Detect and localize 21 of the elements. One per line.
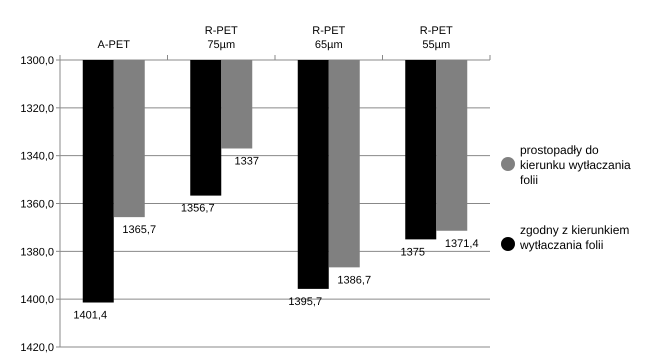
x-tick-label: R-PET 55µm bbox=[420, 25, 454, 51]
data-label: 1386,7 bbox=[337, 274, 372, 286]
legend-label: prostopadły do kierunku wytłaczania folii bbox=[520, 143, 632, 187]
y-tick-label: 1320,0 bbox=[20, 102, 54, 115]
x-tick-label: A-PET bbox=[98, 39, 130, 51]
y-tick-label: 1400,0 bbox=[20, 294, 54, 306]
x-tick-label: R-PET 65µm bbox=[312, 25, 346, 51]
data-label: 1356,7 bbox=[180, 202, 215, 215]
y-tick-label: 1300,0 bbox=[20, 55, 54, 67]
data-label: 1365,7 bbox=[122, 224, 156, 236]
data-label: 1371,4 bbox=[444, 238, 479, 250]
data-label: 1401,4 bbox=[73, 310, 108, 322]
data-label: 1375 bbox=[400, 246, 425, 258]
y-tick-label: 1360,0 bbox=[20, 198, 54, 210]
y-tick-label: 1340,0 bbox=[20, 150, 54, 163]
legend-label: zgodny z kierunkiem wytłaczania folii bbox=[519, 223, 630, 252]
x-tick-label: R-PET 75µm bbox=[204, 25, 238, 51]
y-tick-label: 1380,0 bbox=[20, 246, 54, 258]
data-label: 1337 bbox=[234, 155, 259, 168]
y-tick-label: 1420,0 bbox=[20, 342, 54, 354]
data-label: 1395,7 bbox=[288, 296, 322, 308]
